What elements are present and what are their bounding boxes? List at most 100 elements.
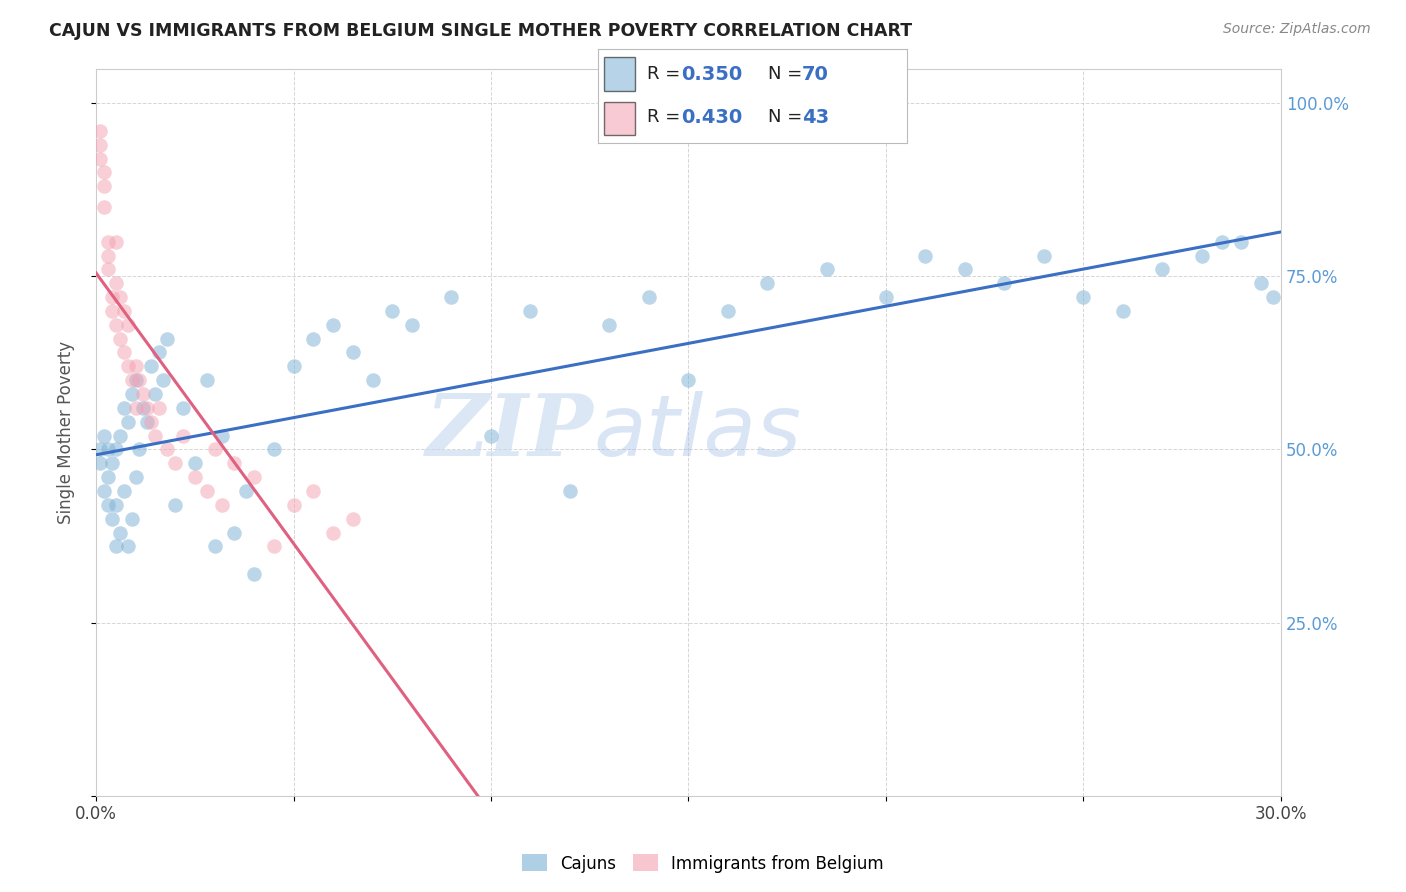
Point <box>121 512 143 526</box>
Point <box>283 359 305 374</box>
Point <box>717 304 740 318</box>
Point <box>163 498 186 512</box>
Point <box>342 512 364 526</box>
Point <box>112 401 135 415</box>
Point <box>108 290 131 304</box>
Point <box>875 290 897 304</box>
Text: 70: 70 <box>801 65 828 84</box>
Point <box>97 248 120 262</box>
Point <box>97 470 120 484</box>
Point <box>93 179 115 194</box>
Point <box>195 483 218 498</box>
Text: 0.430: 0.430 <box>681 108 742 127</box>
Point <box>117 359 139 374</box>
Text: Source: ZipAtlas.com: Source: ZipAtlas.com <box>1223 22 1371 37</box>
Point <box>184 456 207 470</box>
Point <box>243 567 266 582</box>
Point <box>381 304 404 318</box>
Point <box>124 470 146 484</box>
Point <box>479 428 502 442</box>
Point <box>93 200 115 214</box>
Point <box>172 401 194 415</box>
Point <box>104 277 127 291</box>
Point <box>104 498 127 512</box>
Text: ZIP: ZIP <box>426 391 593 474</box>
Point <box>136 415 159 429</box>
Point <box>101 304 124 318</box>
Point <box>112 345 135 359</box>
Point <box>204 540 226 554</box>
Point <box>678 373 700 387</box>
Point <box>993 277 1015 291</box>
Point <box>104 540 127 554</box>
Point <box>104 235 127 249</box>
Point <box>89 124 111 138</box>
Point <box>211 428 233 442</box>
Point <box>1211 235 1233 249</box>
Point <box>302 332 325 346</box>
Point <box>148 401 170 415</box>
Y-axis label: Single Mother Poverty: Single Mother Poverty <box>58 341 75 524</box>
Point <box>1230 235 1253 249</box>
Point <box>598 318 620 332</box>
Text: atlas: atlas <box>593 391 801 474</box>
Point <box>361 373 384 387</box>
Point <box>128 442 150 457</box>
Point <box>172 428 194 442</box>
Point <box>1033 248 1056 262</box>
Point <box>1112 304 1135 318</box>
Point <box>302 483 325 498</box>
Point <box>184 470 207 484</box>
Point <box>953 262 976 277</box>
Legend: Cajuns, Immigrants from Belgium: Cajuns, Immigrants from Belgium <box>516 847 890 880</box>
Point <box>152 373 174 387</box>
Point <box>163 456 186 470</box>
Point <box>108 428 131 442</box>
Text: CAJUN VS IMMIGRANTS FROM BELGIUM SINGLE MOTHER POVERTY CORRELATION CHART: CAJUN VS IMMIGRANTS FROM BELGIUM SINGLE … <box>49 22 912 40</box>
Point <box>121 373 143 387</box>
Text: 43: 43 <box>801 108 828 127</box>
Text: N =: N = <box>768 109 807 127</box>
Point <box>440 290 463 304</box>
Point <box>1073 290 1095 304</box>
Point <box>89 456 111 470</box>
Point <box>914 248 936 262</box>
Point <box>136 401 159 415</box>
FancyBboxPatch shape <box>603 102 634 136</box>
Point <box>342 345 364 359</box>
Point <box>141 359 163 374</box>
Point <box>117 540 139 554</box>
Point <box>638 290 661 304</box>
Point <box>815 262 838 277</box>
Point <box>97 262 120 277</box>
Point <box>756 277 779 291</box>
Point <box>112 483 135 498</box>
Point <box>124 373 146 387</box>
Point <box>132 401 155 415</box>
Point <box>93 428 115 442</box>
Point <box>132 387 155 401</box>
Point <box>224 456 246 470</box>
Point <box>124 359 146 374</box>
Point <box>89 137 111 152</box>
Point <box>89 442 111 457</box>
Point <box>204 442 226 457</box>
Point <box>117 318 139 332</box>
Point <box>112 304 135 318</box>
Point <box>89 152 111 166</box>
Point <box>143 387 166 401</box>
Point <box>104 442 127 457</box>
Point <box>235 483 257 498</box>
Point <box>108 525 131 540</box>
Point <box>121 387 143 401</box>
Point <box>401 318 423 332</box>
Text: N =: N = <box>768 65 807 83</box>
Point <box>104 318 127 332</box>
Point <box>117 415 139 429</box>
Point <box>156 332 179 346</box>
Point <box>101 290 124 304</box>
Point <box>243 470 266 484</box>
Point <box>97 442 120 457</box>
Point <box>1250 277 1272 291</box>
Point <box>101 456 124 470</box>
